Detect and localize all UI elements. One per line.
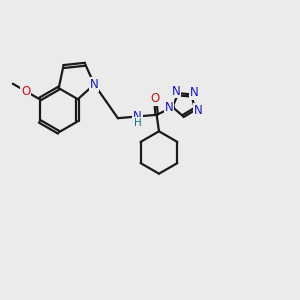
Text: N: N — [164, 101, 173, 114]
Text: N: N — [172, 85, 180, 98]
Text: O: O — [151, 92, 160, 105]
Text: N: N — [133, 110, 142, 123]
Text: N: N — [90, 78, 99, 91]
Text: N: N — [194, 104, 203, 117]
Text: N: N — [190, 86, 199, 99]
Text: H: H — [134, 118, 141, 128]
Text: O: O — [21, 85, 30, 98]
